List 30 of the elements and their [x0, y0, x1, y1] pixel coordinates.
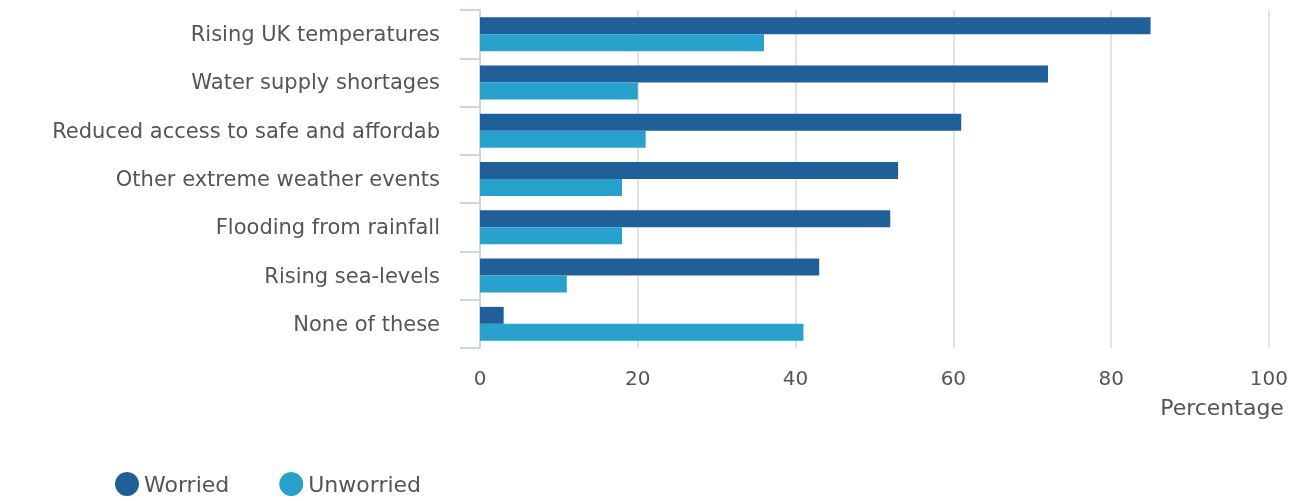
bar: [480, 82, 638, 100]
x-axis-title: Percentage: [1160, 394, 1284, 420]
y-tick-label: Other extreme weather events: [115, 167, 440, 191]
bar: [480, 34, 765, 52]
x-tick-label: 100: [1249, 366, 1289, 390]
y-tick-label: Rising UK temperatures: [190, 22, 440, 47]
bar: [480, 227, 622, 245]
bar: [480, 275, 567, 293]
x-tick-label: 0: [473, 366, 487, 390]
bar: [480, 210, 891, 228]
bar: [480, 258, 820, 276]
x-tick-label: 60: [940, 366, 967, 390]
bar: [480, 306, 504, 324]
legend-label: Unworried: [308, 471, 422, 497]
y-tick-label: Rising sea-levels: [264, 263, 440, 288]
bar: [480, 113, 962, 131]
bar: [480, 179, 622, 196]
y-tick-label: Water supply shortages: [191, 70, 440, 95]
y-tick-label: Flooding from rainfall: [215, 215, 440, 240]
x-tick-label: 80: [1098, 366, 1124, 390]
bar: [480, 130, 646, 148]
x-tick-label: 40: [782, 366, 809, 390]
y-tick-label: None of these: [293, 311, 440, 336]
x-tick-label: 20: [625, 366, 651, 390]
bar: [480, 65, 1049, 83]
legend-label: Worried: [144, 471, 230, 497]
bar: [480, 323, 804, 341]
y-tick-label: Reduced access to safe and affordab: [52, 118, 440, 143]
bar: [480, 162, 899, 179]
bar: [480, 17, 1151, 35]
